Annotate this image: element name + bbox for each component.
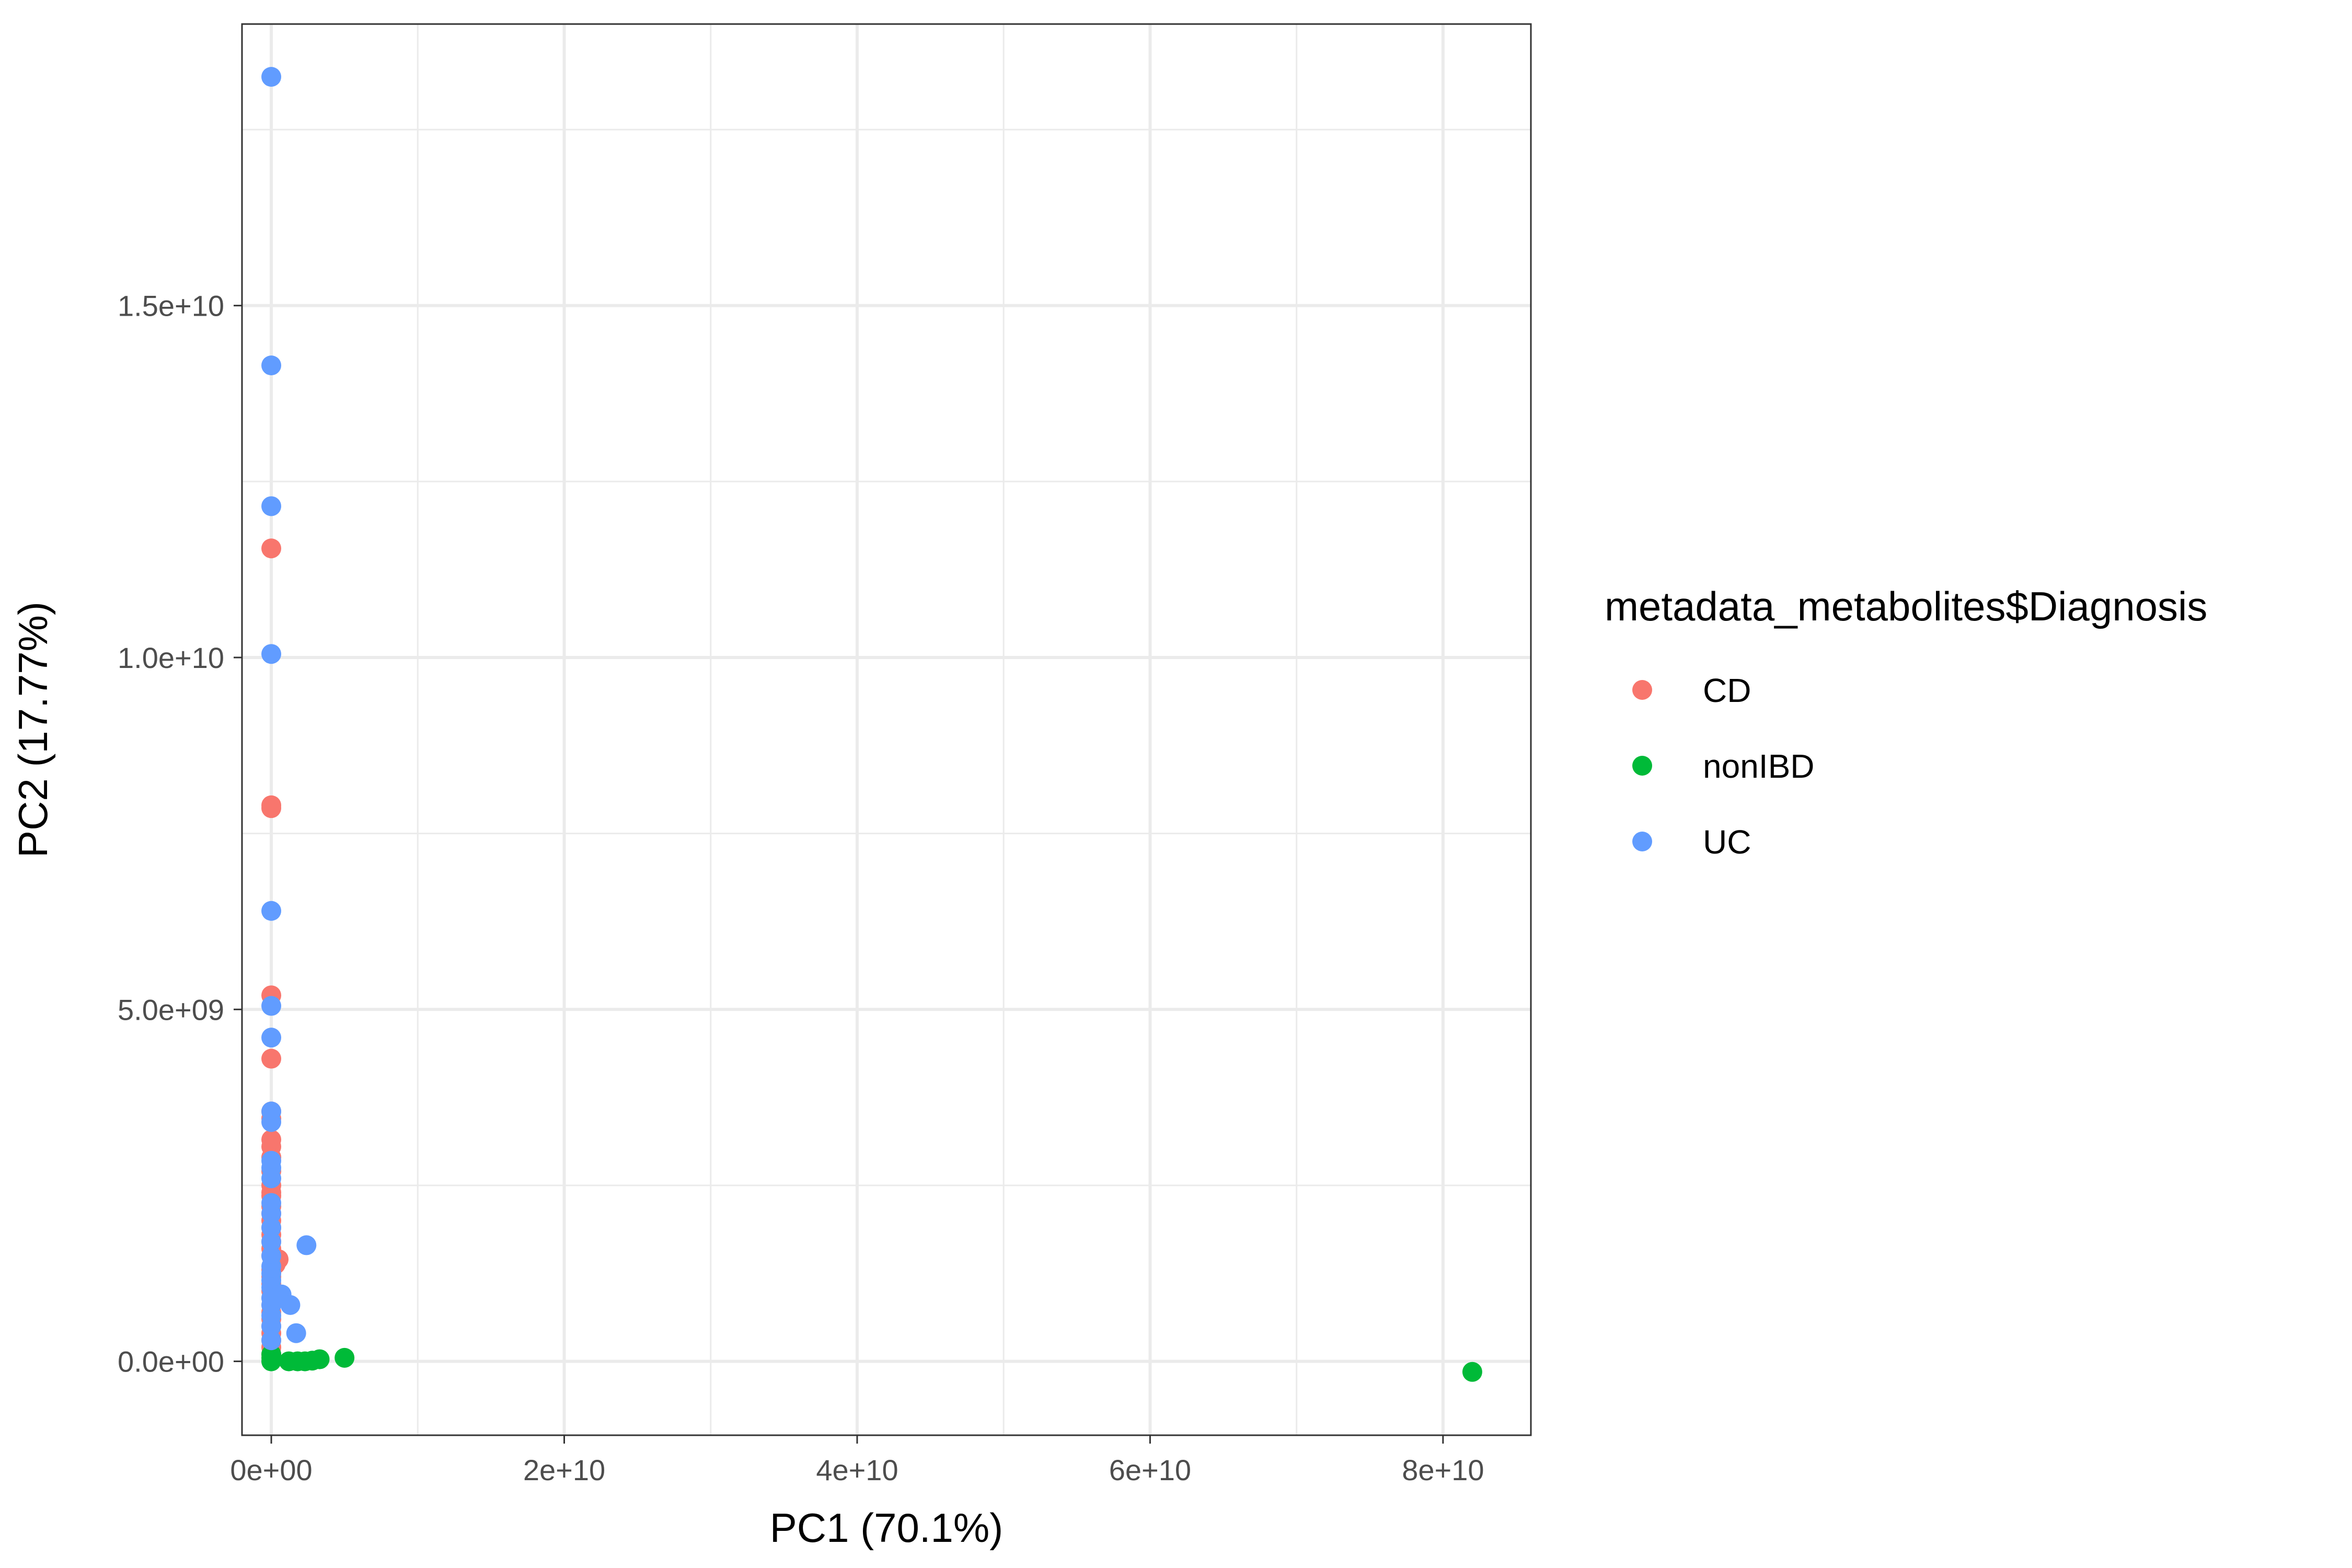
y-tick-label: 1.0e+10	[118, 641, 224, 674]
legend-key-nonibd	[1632, 756, 1652, 776]
y-tick-label: 5.0e+09	[118, 993, 224, 1026]
legend: metadata_metabolites$Diagnosis CD nonIBD U…	[1605, 583, 2207, 861]
legend-key-uc	[1632, 832, 1652, 851]
x-tick-label: 4e+10	[816, 1454, 898, 1486]
plot-panel-border	[241, 23, 1532, 1436]
x-tick-label: 0e+00	[230, 1454, 312, 1486]
y-axis-title: PC2 (17.77%)	[10, 602, 56, 858]
x-tick-label: 8e+10	[1402, 1454, 1484, 1486]
point-uc	[261, 1112, 282, 1132]
legend-title: metadata_metabolites$Diagnosis	[1605, 583, 2207, 629]
point-uc	[261, 1231, 282, 1252]
data-points	[261, 66, 1482, 1382]
legend-key-cd	[1632, 680, 1652, 700]
plot-panel	[242, 24, 1531, 1435]
legend-label-cd: CD	[1703, 672, 1751, 709]
point-uc	[261, 644, 282, 664]
point-uc	[261, 1217, 282, 1238]
series-uc	[261, 66, 317, 1351]
x-tick-label: 6e+10	[1109, 1454, 1191, 1486]
axes: 0e+00 2e+10 4e+10 6e+10 8e+10 0.0e+00 5.0e+09 1…	[118, 290, 1484, 1486]
point-uc	[261, 901, 282, 921]
point-uc	[261, 1330, 282, 1351]
legend-label-uc: UC	[1703, 823, 1751, 861]
point-uc	[296, 1235, 317, 1255]
point-uc	[261, 1203, 282, 1224]
point-uc	[280, 1295, 301, 1315]
point-uc	[261, 1316, 282, 1336]
point-uc	[261, 66, 282, 87]
point-uc	[261, 355, 282, 376]
x-tick-label: 2e+10	[523, 1454, 605, 1486]
point-cd	[261, 1048, 282, 1069]
legend-label-nonibd: nonIBD	[1703, 747, 1814, 785]
point-uc	[261, 996, 282, 1016]
point-nonibd	[1462, 1362, 1482, 1382]
point-nonibd	[335, 1347, 355, 1368]
point-nonibd	[261, 1344, 282, 1365]
point-nonibd	[279, 1351, 299, 1371]
x-axis-title: PC1 (70.1%)	[770, 1505, 1004, 1551]
point-uc	[261, 1168, 282, 1189]
y-tick-label: 1.5e+10	[118, 290, 224, 322]
point-cd	[261, 798, 282, 818]
point-uc	[261, 496, 282, 516]
point-cd	[261, 538, 282, 559]
y-tick-label: 0.0e+00	[118, 1345, 224, 1378]
point-uc	[286, 1323, 306, 1343]
series-nonibd	[261, 1344, 1482, 1382]
point-uc	[261, 1028, 282, 1048]
grid-lines	[242, 24, 1531, 1435]
